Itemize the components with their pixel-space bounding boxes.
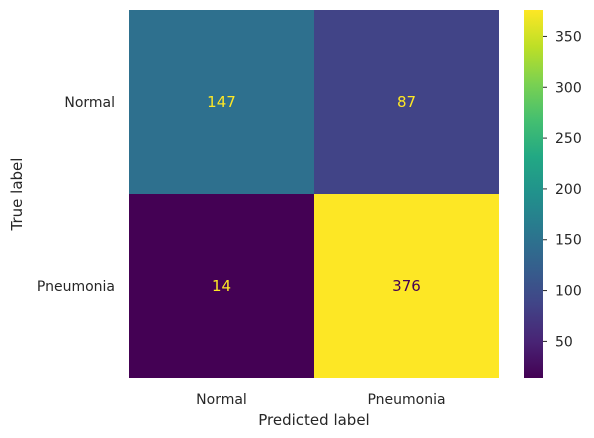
colorbar-tick-label: 200	[555, 182, 582, 198]
heatmap-cell-labels: 147 87 14 376	[207, 93, 421, 295]
x-tick-label: Normal	[196, 392, 247, 408]
y-tick-labels: Normal Pneumonia	[37, 95, 115, 295]
colorbar-tick-label: 50	[555, 334, 573, 350]
x-tick-labels: Normal Pneumonia	[196, 392, 445, 408]
colorbar	[524, 10, 543, 378]
y-tick-label: Normal	[64, 95, 115, 111]
colorbar-tick-label: 250	[555, 131, 582, 147]
x-axis-label: Predicted label	[258, 411, 369, 429]
colorbar-ticks: 50 100 150 200 250 300 350	[543, 29, 582, 350]
heatmap-cell	[314, 194, 499, 378]
colorbar-tick-label: 150	[555, 233, 582, 249]
heatmap-cell	[314, 10, 499, 194]
heatmap-cell	[129, 194, 314, 378]
heatmap-cells	[129, 10, 499, 378]
cell-value-label: 147	[207, 93, 236, 111]
y-axis-label: True label	[8, 158, 26, 232]
colorbar-tick-label: 100	[555, 284, 582, 300]
cell-value-label: 87	[397, 93, 416, 111]
colorbar-tick-label: 350	[555, 29, 582, 45]
cell-value-label: 376	[392, 277, 421, 295]
x-tick-label: Pneumonia	[367, 392, 445, 408]
cell-value-label: 14	[212, 277, 231, 295]
y-tick-label: Pneumonia	[37, 279, 115, 295]
colorbar-tick-label: 300	[555, 80, 582, 96]
heatmap-cell	[129, 10, 314, 194]
